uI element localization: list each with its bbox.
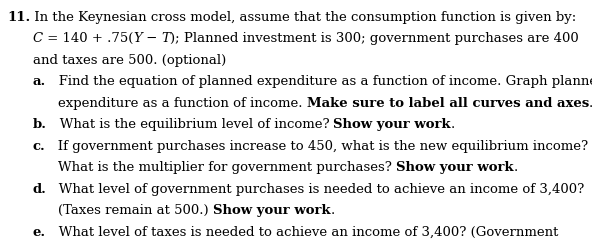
Text: If government purchases increase to 450, what is the new equilibrium income?: If government purchases increase to 450,… (46, 140, 588, 153)
Text: expenditure as a function of income.: expenditure as a function of income. (58, 97, 307, 110)
Text: Find the equation of planned expenditure as a function of income. Graph planned: Find the equation of planned expenditure… (46, 75, 592, 88)
Text: .: . (589, 97, 592, 110)
Text: .: . (330, 204, 334, 217)
Text: What is the multiplier for government purchases?: What is the multiplier for government pu… (58, 161, 396, 174)
Text: a.: a. (33, 75, 46, 88)
Text: In the Keynesian cross model, assume that the consumption function is given by:: In the Keynesian cross model, assume tha… (30, 11, 577, 24)
Text: .: . (514, 161, 518, 174)
Text: Y: Y (133, 32, 142, 45)
Text: = 140 + .75(: = 140 + .75( (43, 32, 133, 45)
Text: and taxes are 500. (optional): and taxes are 500. (optional) (33, 54, 226, 67)
Text: Show your work: Show your work (396, 161, 514, 174)
Text: Show your work: Show your work (213, 204, 330, 217)
Text: What is the equilibrium level of income?: What is the equilibrium level of income? (47, 118, 333, 131)
Text: T: T (162, 32, 170, 45)
Text: C: C (33, 32, 43, 45)
Text: What level of taxes is needed to achieve an income of 3,400? (Government: What level of taxes is needed to achieve… (46, 226, 558, 239)
Text: Show your work: Show your work (333, 118, 451, 131)
Text: (Taxes remain at 500.): (Taxes remain at 500.) (58, 204, 213, 217)
Text: b.: b. (33, 118, 47, 131)
Text: −: − (142, 32, 162, 45)
Text: c.: c. (33, 140, 46, 153)
Text: d.: d. (33, 183, 46, 196)
Text: 11.: 11. (7, 11, 30, 24)
Text: ); Planned investment is 300; government purchases are 400: ); Planned investment is 300; government… (170, 32, 579, 45)
Text: .: . (451, 118, 455, 131)
Text: What level of government purchases is needed to achieve an income of 3,400?: What level of government purchases is ne… (46, 183, 585, 196)
Text: Make sure to label all curves and axes: Make sure to label all curves and axes (307, 97, 589, 110)
Text: e.: e. (33, 226, 46, 239)
